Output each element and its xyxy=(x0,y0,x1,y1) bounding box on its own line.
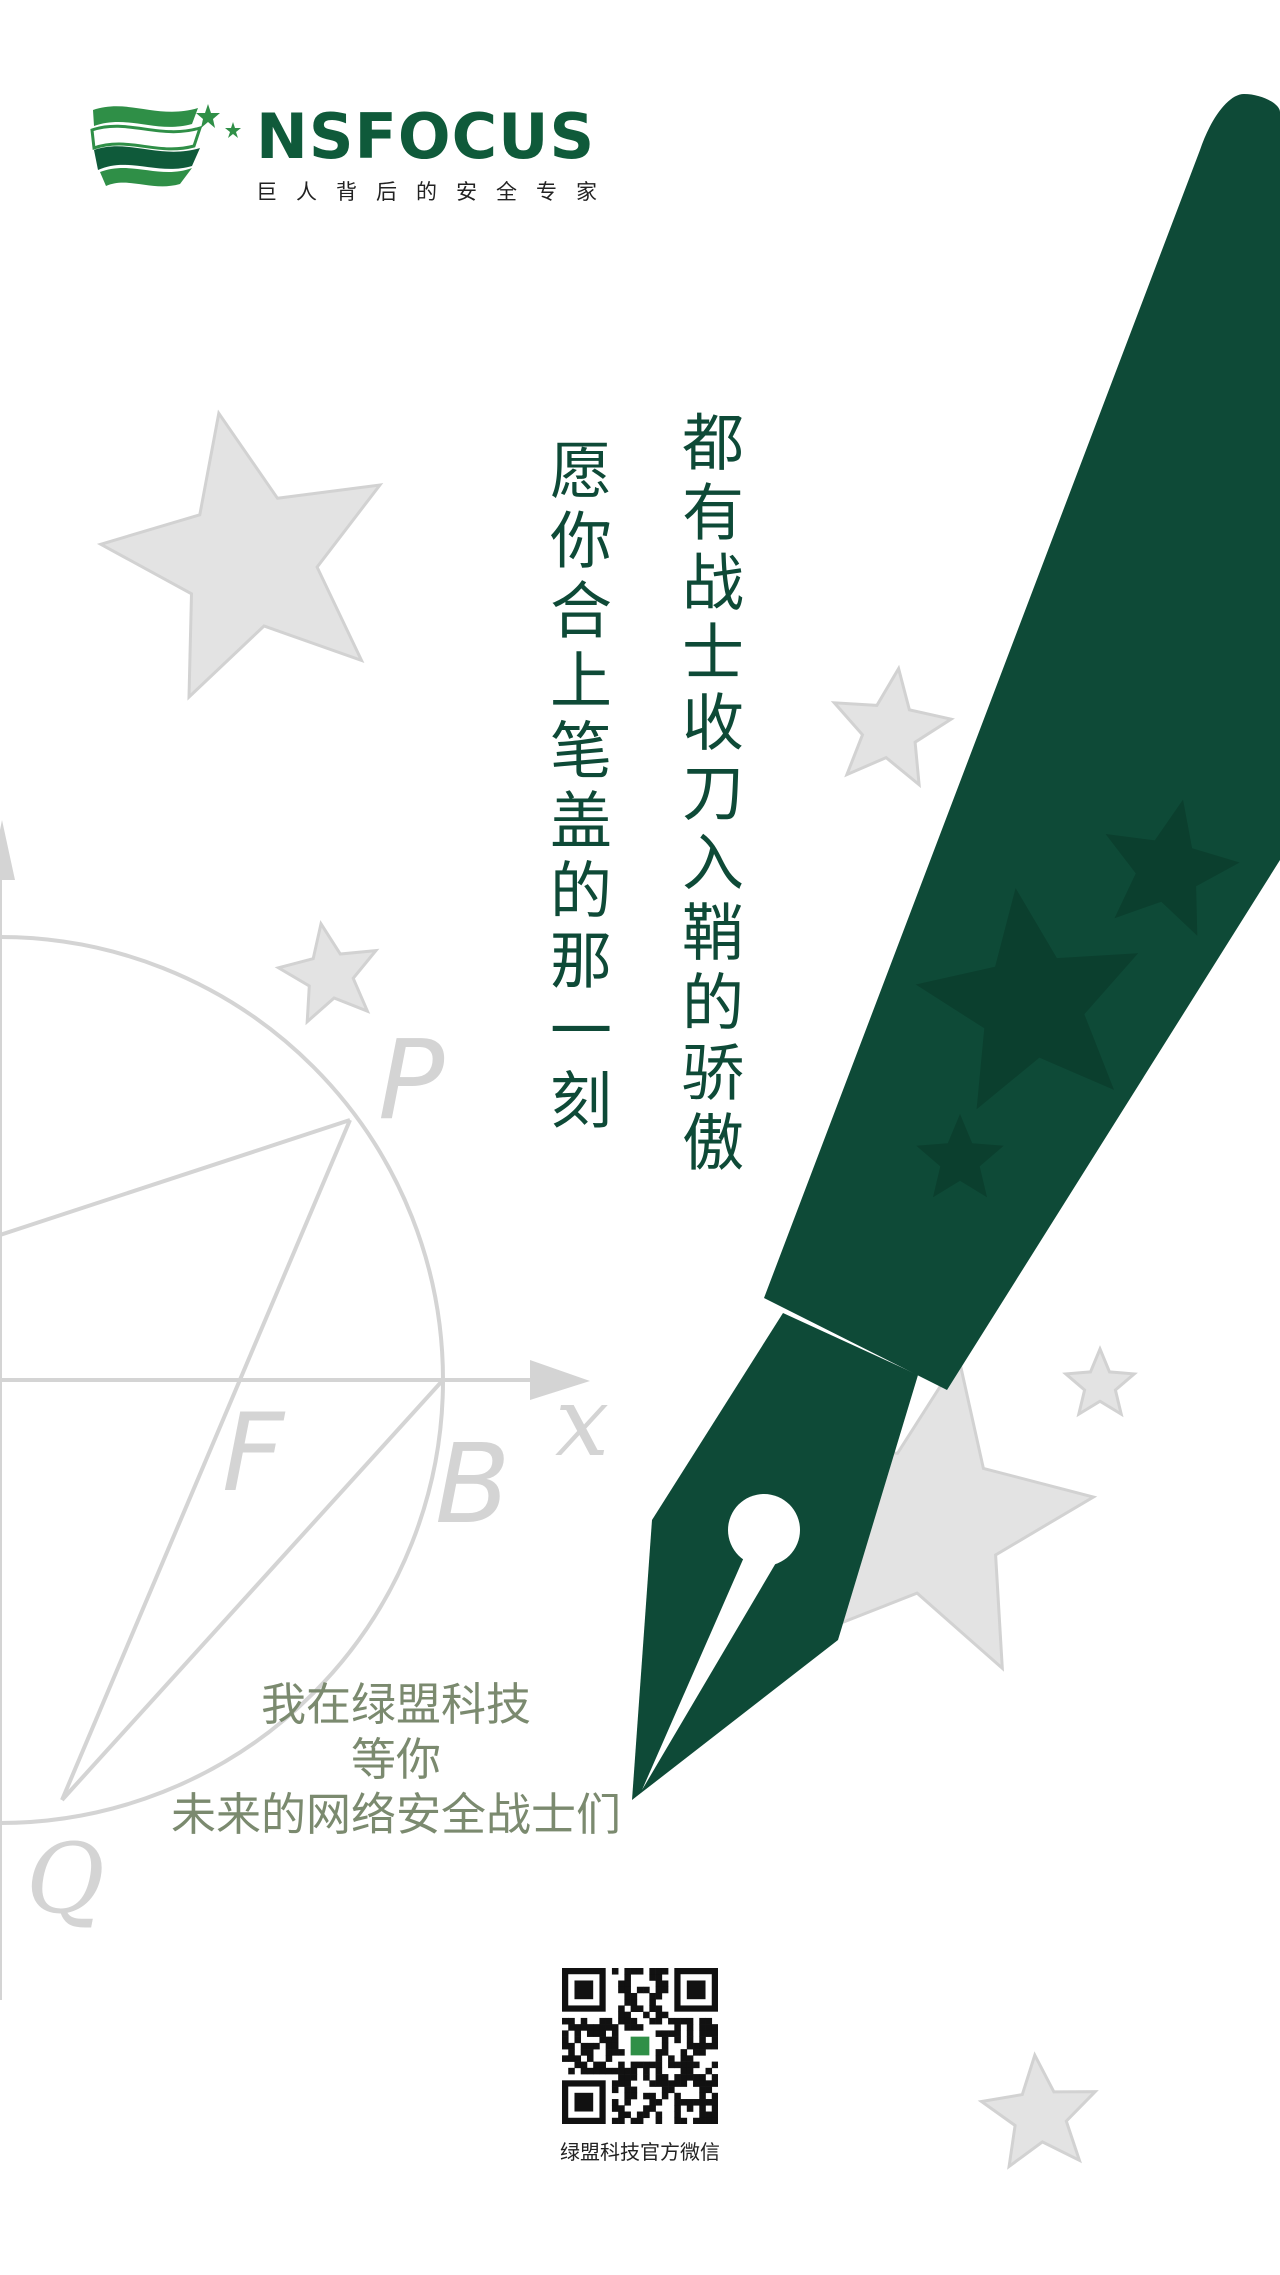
star-icon xyxy=(977,2051,1099,2170)
fountain-pen xyxy=(632,94,1280,1800)
label-b: B xyxy=(435,1420,510,1548)
label-q: Q xyxy=(26,1823,105,1935)
line-b-q xyxy=(60,1378,445,1802)
star-icon xyxy=(96,409,384,701)
y-axis-arrowhead xyxy=(0,820,15,880)
label-x: x xyxy=(555,1366,609,1478)
invite-line-1: 我在绿盟科技 xyxy=(260,1678,531,1731)
line-p-left xyxy=(0,1118,351,1237)
brand-tagline: 巨人背后的安全专家 xyxy=(256,180,616,204)
label-p: P xyxy=(378,1016,445,1144)
pen-nib-hole xyxy=(728,1494,800,1566)
brand-wordmark: NSFOCUS xyxy=(256,100,596,173)
geometry-diagram xyxy=(0,880,545,2000)
pen-nib-slit xyxy=(642,1548,780,1790)
x-axis-arrowhead xyxy=(530,1360,590,1400)
invite-line-3: 未来的网络安全战士们 xyxy=(170,1787,621,1841)
wechat-qr-code[interactable] xyxy=(562,1968,718,2124)
star-icon xyxy=(915,888,1139,1110)
flag-emblem-icon xyxy=(90,104,241,187)
star-icon xyxy=(916,1114,1004,1198)
qr-caption: 绿盟科技官方微信 xyxy=(560,2140,720,2164)
headline-line-1: 都有战士收刀入鞘的骄傲 xyxy=(671,410,744,1180)
star-icon xyxy=(830,664,955,789)
invite-line-2: 等你 xyxy=(350,1732,441,1786)
pen-body xyxy=(764,94,1280,1390)
dark-stars-on-pen xyxy=(915,799,1240,1198)
headline-line-2: 愿你合上笔盖的那一刻 xyxy=(539,438,612,1138)
star-icon xyxy=(1062,1345,1138,1418)
invite-text: 我在绿盟科技 等你 未来的网络安全战士们 xyxy=(140,1678,652,1843)
line-p-q xyxy=(60,1119,352,1801)
nsfocus-logo: NSFOCUS 巨人背后的安全专家 xyxy=(88,100,648,210)
label-f: F xyxy=(222,1391,286,1516)
star-icon xyxy=(274,919,380,1026)
star-icon xyxy=(1105,799,1240,936)
